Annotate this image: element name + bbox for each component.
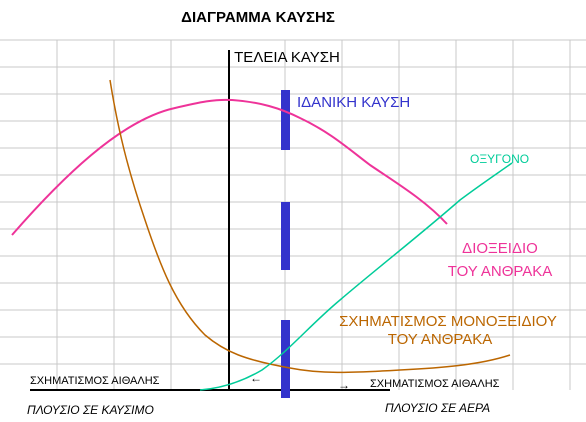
oxygen-curve <box>199 162 513 391</box>
co2-label: ΤΟΥ ΑΝΘΡΑΚΑ <box>448 263 553 280</box>
co2-label: ΔΙΟΞΕΙΔΙΟ <box>462 240 538 257</box>
title: ΔΙΑΓΡΑΜΜΑ ΚΑΥΣΗΣ <box>181 9 335 26</box>
oxygen-label: ΟΞΥΓΟΝΟ <box>470 152 529 166</box>
rich-fuel-label: ΠΛΟΥΣΙΟ ΣΕ ΚΑΥΣΙΜΟ <box>27 403 154 417</box>
soot-label: ΣΧΗΜΑΤΙΣΜΟΣ ΑΙΘΑΛΗΣ <box>370 378 500 390</box>
co2-curve <box>11 98 448 236</box>
perfect-label: ΤΕΛΕΙΑ ΚΑΥΣΗ <box>234 49 340 66</box>
grid <box>0 39 586 390</box>
ideal-label: ΙΔΑΝΙΚΗ ΚΑΥΣΗ <box>297 94 410 111</box>
soot-label: ΣΧΗΜΑΤΙΣΜΟΣ ΑΙΘΑΛΗΣ <box>30 375 160 387</box>
arrow-left: ← <box>250 371 262 385</box>
co-label: ΤΟΥ ΑΝΘΡΑΚΑ <box>388 331 493 348</box>
ideal-band <box>281 90 290 398</box>
co-curve <box>109 79 511 374</box>
rich-air-label: ΠΛΟΥΣΙΟ ΣΕ ΑΕΡΑ <box>385 401 490 415</box>
co-label: ΣΧΗΜΑΤΙΣΜΟΣ ΜΟΝΟΞΕΙΔΙΟΥ <box>339 313 557 330</box>
arrow-right: → <box>338 378 350 392</box>
